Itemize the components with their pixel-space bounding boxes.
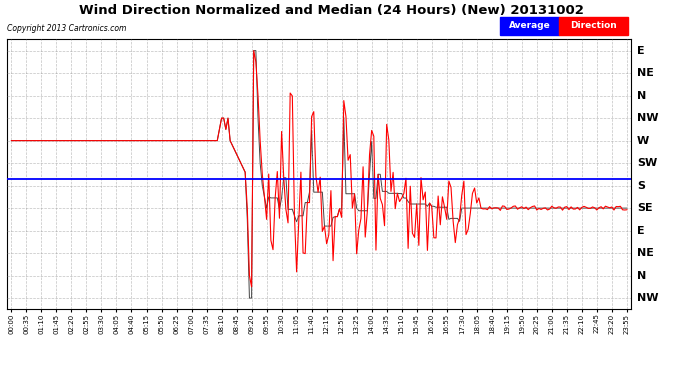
Text: Direction: Direction	[570, 21, 617, 30]
Text: N: N	[637, 91, 646, 101]
Text: S: S	[637, 181, 645, 190]
Text: W: W	[637, 136, 649, 146]
Text: E: E	[637, 46, 644, 56]
Text: E: E	[637, 226, 644, 236]
Text: NW: NW	[637, 113, 658, 123]
Text: SW: SW	[637, 158, 657, 168]
Text: N: N	[637, 271, 646, 280]
Text: NW: NW	[637, 293, 658, 303]
Text: Wind Direction Normalized and Median (24 Hours) (New) 20131002: Wind Direction Normalized and Median (24…	[79, 4, 584, 17]
Text: NE: NE	[637, 248, 654, 258]
Text: NE: NE	[637, 68, 654, 78]
Text: Copyright 2013 Cartronics.com: Copyright 2013 Cartronics.com	[7, 24, 126, 33]
Text: SE: SE	[637, 203, 653, 213]
Text: Average: Average	[509, 21, 551, 30]
